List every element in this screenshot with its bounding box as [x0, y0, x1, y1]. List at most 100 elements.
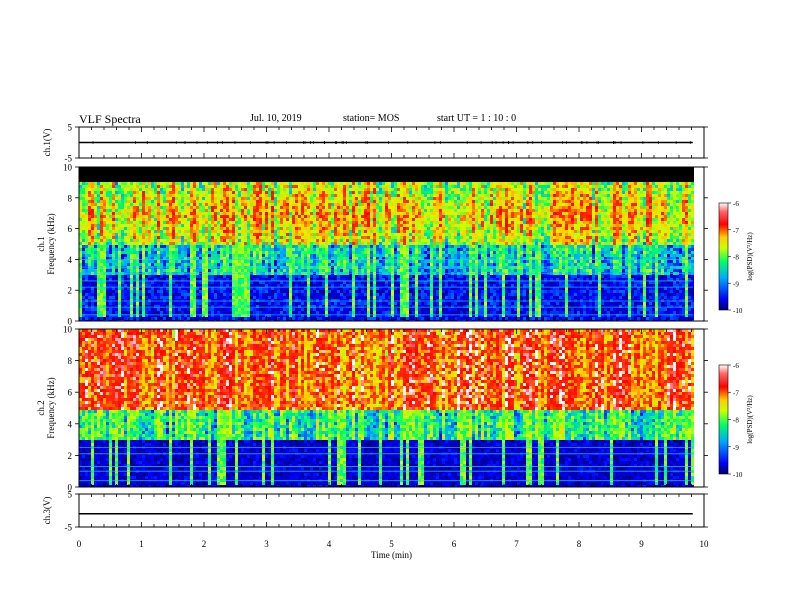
spectrogram-cell: [199, 170, 202, 173]
spectrogram-cell: [115, 173, 118, 176]
spectrogram-cell: [142, 287, 145, 290]
spectrogram-cell: [274, 167, 277, 170]
spectrogram-cell: [166, 170, 169, 173]
spectrogram-cell: [127, 218, 130, 221]
spectrogram-cell: [328, 209, 331, 212]
spectrogram-cell: [112, 239, 115, 242]
spectrogram-cell: [121, 290, 124, 293]
spectrogram-cell: [265, 269, 268, 272]
spectrogram-cell: [337, 215, 340, 218]
spectrogram-cell: [124, 278, 127, 281]
spectrogram-cell: [103, 236, 106, 239]
spectrogram-cell: [202, 209, 205, 212]
spectrogram-cell: [160, 239, 163, 242]
spectrogram-cell: [322, 173, 325, 176]
spectrogram-cell: [274, 317, 277, 320]
spectrogram-cell: [268, 287, 271, 290]
spectrogram-cell: [88, 296, 91, 299]
spectrogram-cell: [202, 296, 205, 299]
spectrogram-cell: [247, 299, 250, 302]
spectrogram-cell: [265, 224, 268, 227]
spectrogram-cell: [337, 314, 340, 317]
spectrogram-cell: [265, 314, 268, 317]
spectrogram-cell: [322, 305, 325, 308]
spectrogram-cell: [106, 290, 109, 293]
spectrogram-cell: [82, 170, 85, 173]
spectrogram-cell: [88, 182, 91, 185]
spectrogram-cell: [277, 269, 280, 272]
spectrogram-cell: [139, 245, 142, 248]
spectrogram-cell: [253, 287, 256, 290]
spectrogram-cell: [223, 260, 226, 263]
spectrogram-cell: [79, 203, 82, 206]
spectrogram-cell: [208, 194, 211, 197]
spectrogram-cell: [280, 254, 283, 257]
spectrogram-cell: [316, 167, 319, 170]
spectrogram-cell: [328, 218, 331, 221]
spectrogram-cell: [88, 176, 91, 179]
spectrogram-cell: [175, 278, 178, 281]
spectrogram-cell: [286, 233, 289, 236]
spectrogram-cell: [298, 179, 301, 182]
spectrogram-cell: [112, 257, 115, 260]
spectrogram-cell: [121, 215, 124, 218]
spectrogram-cell: [304, 314, 307, 317]
spectrogram-cell: [310, 296, 313, 299]
spectrogram-cell: [277, 281, 280, 284]
spectrogram-cell: [112, 182, 115, 185]
spectrogram-cell: [145, 251, 148, 254]
spectrogram-cell: [334, 257, 337, 260]
spectrogram-cell: [148, 239, 151, 242]
spectrogram-cell: [85, 176, 88, 179]
spectrogram-cell: [118, 182, 121, 185]
spectrogram-cell: [340, 290, 343, 293]
spectrogram-cell: [262, 236, 265, 239]
spectrogram-cell: [304, 182, 307, 185]
spectrogram-cell: [136, 197, 139, 200]
spectrogram-cell: [172, 284, 175, 287]
spectrogram-cell: [106, 188, 109, 191]
spectrogram-cell: [97, 260, 100, 263]
spectrogram-cell: [175, 188, 178, 191]
spectrogram-cell: [229, 209, 232, 212]
spectrogram-cell: [229, 230, 232, 233]
spectrogram-cell: [337, 185, 340, 188]
spectrogram-cell: [106, 194, 109, 197]
spectrogram-cell: [106, 242, 109, 245]
spectrogram-cell: [118, 245, 121, 248]
spectrogram-cell: [301, 203, 304, 206]
spectrogram-cell: [346, 167, 349, 170]
spectrogram-cell: [193, 188, 196, 191]
spectrogram-cell: [262, 314, 265, 317]
spectrogram-cell: [175, 170, 178, 173]
spectrogram-cell: [340, 242, 343, 245]
spectrogram-cell: [214, 185, 217, 188]
spectrogram-cell: [334, 317, 337, 320]
spectrogram-cell: [217, 269, 220, 272]
spectrogram-cell: [136, 173, 139, 176]
spectrogram-cell: [214, 182, 217, 185]
spectrogram-cell: [229, 215, 232, 218]
spectrogram-cell: [166, 275, 169, 278]
spectrogram-cell: [331, 227, 334, 230]
spectrogram-cell: [238, 293, 241, 296]
spectrogram-cell: [202, 242, 205, 245]
spectrogram-cell: [118, 200, 121, 203]
spectrogram-cell: [319, 236, 322, 239]
spectrogram-cell: [343, 251, 346, 254]
spectrogram-cell: [310, 281, 313, 284]
spectrogram-cell: [118, 314, 121, 317]
spectrogram-cell: [214, 227, 217, 230]
spectrogram-cell: [133, 296, 136, 299]
spectrogram-cell: [307, 185, 310, 188]
spectrogram-cell: [199, 182, 202, 185]
spectrogram-cell: [259, 173, 262, 176]
spectrogram-cell: [328, 251, 331, 254]
spectrogram-cell: [88, 218, 91, 221]
spectrogram-cell: [334, 182, 337, 185]
spectrogram-cell: [154, 269, 157, 272]
spectrogram-cell: [343, 287, 346, 290]
spectrogram-cell: [226, 236, 229, 239]
spectrogram-cell: [265, 182, 268, 185]
spectrogram-cell: [271, 290, 274, 293]
